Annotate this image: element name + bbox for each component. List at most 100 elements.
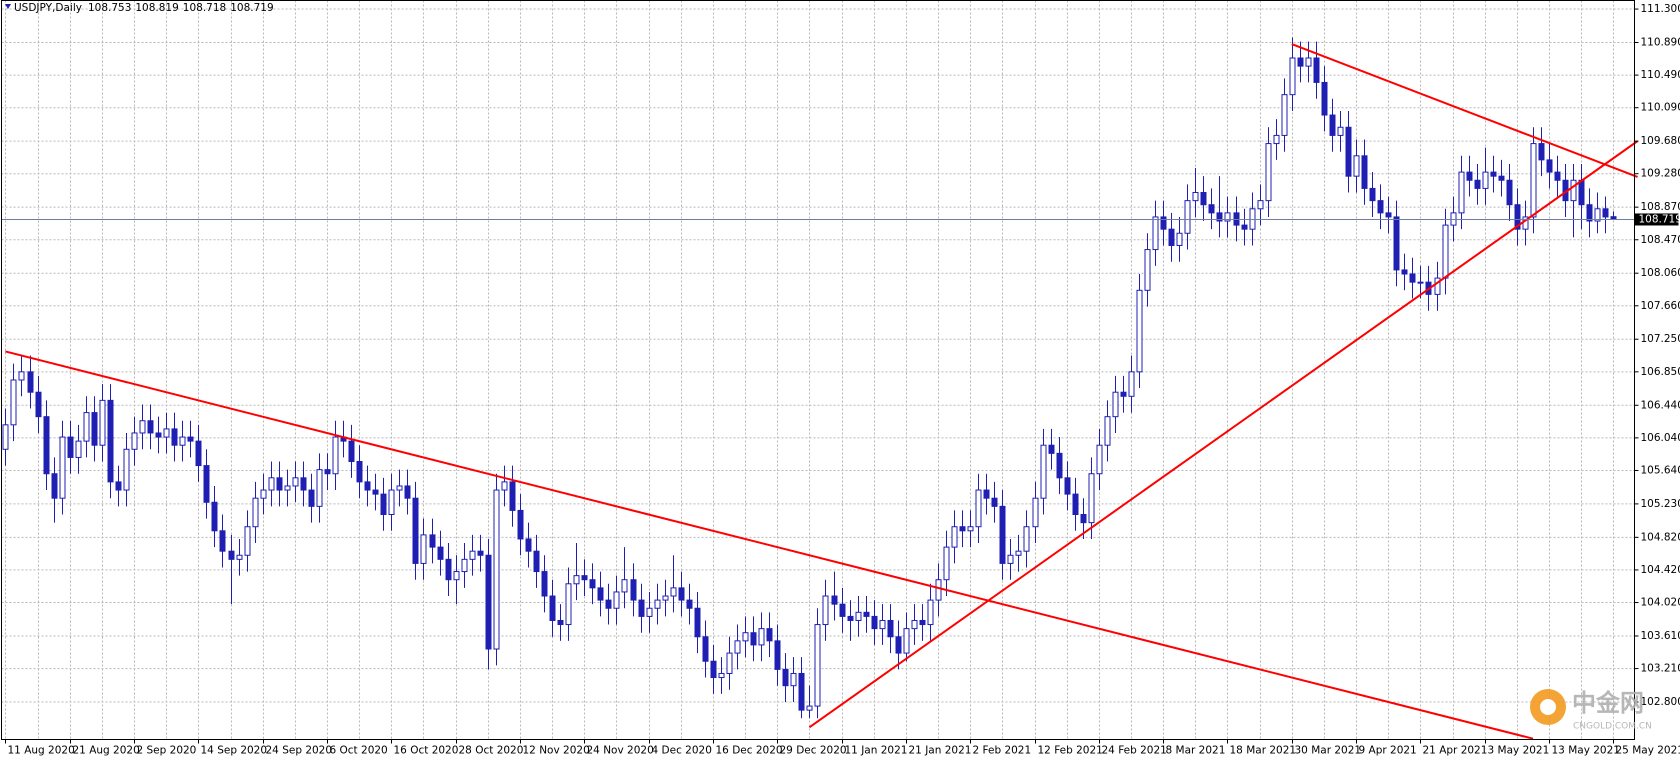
candle-body-down xyxy=(605,599,612,609)
candle-body-down xyxy=(1345,126,1352,177)
trendline xyxy=(5,350,1534,740)
candle-body-up xyxy=(1337,126,1344,136)
y-tick-label: 102.800 xyxy=(1641,696,1680,708)
candle-body-up xyxy=(1032,497,1039,528)
candle-body-down xyxy=(348,440,355,463)
y-tick-label: 108.060 xyxy=(1641,267,1680,279)
candle-body-up xyxy=(1128,371,1135,397)
y-tick-label: 107.250 xyxy=(1641,333,1680,345)
candle-body-down xyxy=(1216,212,1223,222)
candle-body-up xyxy=(758,628,765,646)
candle-body-up xyxy=(1289,57,1296,96)
candle-body-up xyxy=(461,558,468,573)
candle-body-down xyxy=(1208,204,1215,214)
candle-body-down xyxy=(1474,179,1481,189)
candle-body-up xyxy=(1176,232,1183,246)
candle-body-up xyxy=(252,497,259,528)
candle-body-down xyxy=(1578,179,1585,206)
candle-body-up xyxy=(163,428,170,438)
candle-body-down xyxy=(1409,273,1416,283)
x-tick-label: 18 Mar 2021 xyxy=(1230,745,1297,757)
y-tick-label: 105.230 xyxy=(1641,498,1680,510)
candle-body-down xyxy=(1401,269,1408,275)
candle-body-down xyxy=(581,575,588,581)
candle-body-down xyxy=(171,428,178,446)
x-tick-label: 28 Oct 2020 xyxy=(459,745,524,757)
candle-body-down xyxy=(203,465,210,503)
y-tick-label: 110.890 xyxy=(1641,36,1680,48)
candle-body-up xyxy=(1224,212,1231,222)
candle-body-down xyxy=(300,477,307,491)
candle-body-down xyxy=(549,595,556,621)
candle-body-up xyxy=(1353,155,1360,177)
candle-body-down xyxy=(308,489,315,507)
candle-body-up xyxy=(1136,289,1143,373)
candle-body-down xyxy=(863,611,870,617)
current-price-box xyxy=(1634,213,1679,226)
candle-body-down xyxy=(27,371,34,393)
y-tick-label: 103.610 xyxy=(1641,630,1680,642)
candle-body-down xyxy=(597,587,604,601)
y-tick-label: 108.470 xyxy=(1641,234,1680,246)
candle-body-up xyxy=(292,477,299,487)
candle-body-down xyxy=(1498,175,1505,181)
x-tick-label: 8 Mar 2021 xyxy=(1166,745,1226,757)
candle-body-up xyxy=(1265,143,1272,202)
candle-body-up xyxy=(670,587,677,597)
candle-body-down xyxy=(412,497,419,564)
candle-body-down xyxy=(798,672,805,711)
y-tick-label: 110.490 xyxy=(1641,69,1680,81)
candle-body-down xyxy=(35,391,42,418)
candle-body-down xyxy=(638,599,645,617)
candle-body-down xyxy=(983,489,990,499)
candle-body-down xyxy=(187,436,194,442)
candle-body-up xyxy=(139,420,146,434)
y-tick-label: 109.680 xyxy=(1641,135,1680,147)
candle-body-up xyxy=(911,619,918,630)
y-tick-label: 107.660 xyxy=(1641,300,1680,312)
y-tick-label: 104.420 xyxy=(1641,564,1680,576)
candle-body-up xyxy=(927,599,934,626)
candle-body-down xyxy=(1361,155,1368,189)
candle-body-down xyxy=(1072,493,1079,515)
candle-body-up xyxy=(1112,391,1119,418)
candle-body-down xyxy=(380,493,387,515)
current-price-label: 108.719 xyxy=(1639,213,1680,225)
y-tick-label: 103.210 xyxy=(1641,663,1680,675)
candle-body-up xyxy=(1023,526,1030,552)
header-high: 108.819 xyxy=(135,2,178,14)
candle-body-up xyxy=(951,526,958,548)
candle-body-down xyxy=(1538,143,1545,161)
x-tick-label: 11 Jan 2021 xyxy=(845,745,908,757)
x-tick-label: 21 Aug 2020 xyxy=(73,745,140,757)
candle-body-down xyxy=(1200,191,1207,206)
candle-body-down xyxy=(67,436,74,458)
candle-body-down xyxy=(445,558,452,581)
candle-body-up xyxy=(2,424,9,450)
candle-body-down xyxy=(51,473,58,499)
candle-body-up xyxy=(1594,208,1601,222)
trendline xyxy=(808,140,1639,729)
trendline xyxy=(1291,43,1638,178)
candle-body-up xyxy=(565,583,572,626)
x-tick-label: 16 Oct 2020 xyxy=(394,745,459,757)
candle-body-down xyxy=(276,477,283,491)
candle-body-up xyxy=(123,448,130,491)
candle-body-down xyxy=(107,399,114,483)
trendlines xyxy=(1,43,1639,740)
candle-body-up xyxy=(83,412,90,442)
candle-body-up xyxy=(646,607,653,617)
candle-body-down xyxy=(517,509,524,540)
candle-body-up xyxy=(903,628,910,654)
candle-body-up xyxy=(654,599,661,609)
candle-body-down xyxy=(485,554,492,650)
x-tick-label: 12 Feb 2021 xyxy=(1038,745,1103,757)
candle-body-down xyxy=(372,489,379,495)
candle-body-up xyxy=(1281,94,1288,136)
header-open: 108.753 xyxy=(88,2,131,14)
candle-body-up xyxy=(1570,179,1577,202)
candle-body-down xyxy=(1168,228,1175,246)
candle-body-up xyxy=(1192,191,1199,202)
